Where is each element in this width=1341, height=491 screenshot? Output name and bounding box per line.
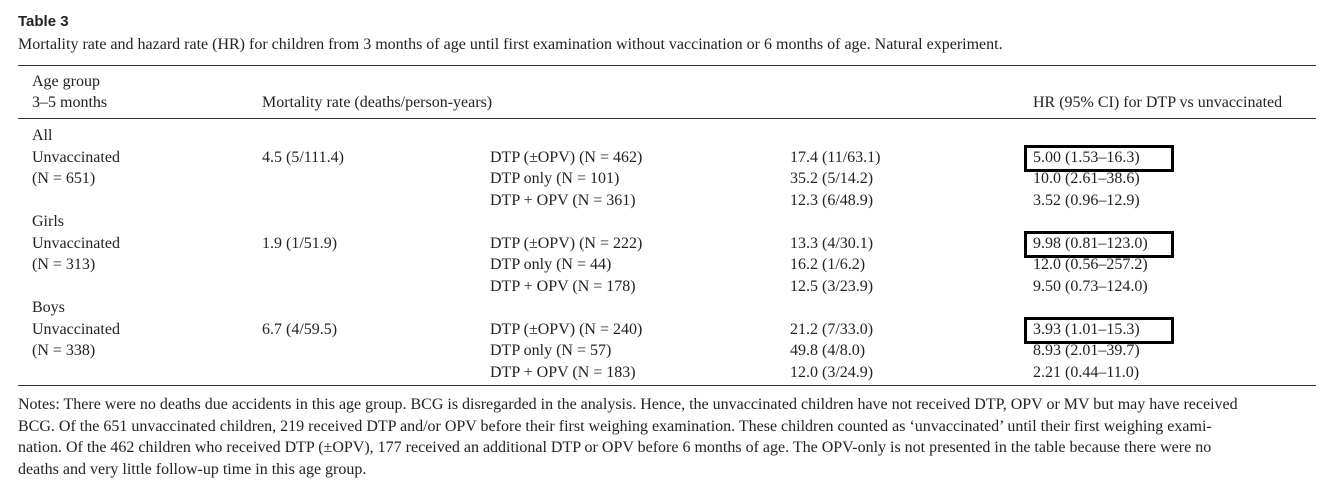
hazard-ratio: 9.98 (0.81–123.0) xyxy=(1033,234,1148,252)
vaccine-group: DTP + OPV (N = 361) xyxy=(490,191,636,209)
vaccine-rate: 12.0 (3/24.9) xyxy=(790,363,874,381)
note-line: Notes: There were no deaths due accident… xyxy=(18,396,1238,413)
vaccine-group: DTP (±OPV) (N = 240) xyxy=(490,320,643,338)
vaccine-rate: 13.3 (4/30.1) xyxy=(790,234,874,252)
vaccine-rate: 12.3 (6/48.9) xyxy=(790,191,874,209)
note-line: BCG. Of the 651 unvaccinated children, 2… xyxy=(18,417,1212,435)
header-rule xyxy=(18,118,1316,119)
mortality-rate: 4.5 (5/111.4) xyxy=(262,148,344,166)
column-header: 3–5 months xyxy=(32,94,108,111)
vaccine-rate: 12.5 (3/23.9) xyxy=(790,277,874,295)
hazard-ratio: 3.93 (1.01–15.3) xyxy=(1033,320,1140,338)
vaccine-group: DTP (±OPV) (N = 222) xyxy=(490,234,643,252)
group-label: Girls xyxy=(32,213,64,230)
group-name: Unvaccinated xyxy=(32,234,120,252)
vaccine-group: DTP + OPV (N = 178) xyxy=(490,277,636,295)
hazard-ratio: 12.0 (0.56–257.2) xyxy=(1033,256,1148,273)
vaccine-group: DTP + OPV (N = 183) xyxy=(490,363,636,381)
highlight-box xyxy=(1024,144,1174,172)
group-n: (N = 338) xyxy=(32,342,96,359)
note-line: deaths and very little follow-up time in… xyxy=(18,460,367,478)
mortality-rate: 1.9 (1/51.9) xyxy=(262,234,338,252)
vaccine-group: DTP only (N = 57) xyxy=(490,342,612,359)
group-label: Boys xyxy=(32,299,65,316)
highlight-box xyxy=(1024,230,1174,258)
highlight-box xyxy=(1024,316,1174,344)
mortality-rate: 6.7 (4/59.5) xyxy=(262,320,338,338)
column-header: Age group xyxy=(32,73,100,90)
table-caption: Mortality rate and hazard rate (HR) for … xyxy=(18,36,1003,53)
group-name: Unvaccinated xyxy=(32,148,120,166)
hazard-ratio: 9.50 (0.73–124.0) xyxy=(1033,277,1148,295)
hazard-ratio: 8.93 (2.01–39.7) xyxy=(1033,342,1140,359)
vaccine-group: DTP (±OPV) (N = 462) xyxy=(490,148,643,166)
column-header: HR (95% CI) for DTP vs unvaccinated xyxy=(1033,94,1283,111)
group-name: Unvaccinated xyxy=(32,320,120,338)
top-rule xyxy=(18,65,1316,66)
vaccine-rate: 17.4 (11/63.1) xyxy=(790,148,881,166)
column-header: Mortality rate (deaths/person-years) xyxy=(262,94,493,111)
group-n: (N = 651) xyxy=(32,170,96,187)
vaccine-rate: 35.2 (5/14.2) xyxy=(790,170,874,187)
hazard-ratio: 10.0 (2.61–38.6) xyxy=(1033,170,1140,187)
group-label: All xyxy=(32,127,53,144)
group-n: (N = 313) xyxy=(32,256,96,273)
table-title: Table 3 xyxy=(18,13,69,30)
vaccine-group: DTP only (N = 101) xyxy=(490,170,620,187)
vaccine-rate: 16.2 (1/6.2) xyxy=(790,256,866,273)
vaccine-rate: 49.8 (4/8.0) xyxy=(790,342,866,359)
hazard-ratio: 3.52 (0.96–12.9) xyxy=(1033,191,1140,209)
hazard-ratio: 2.21 (0.44–11.0) xyxy=(1033,363,1140,381)
vaccine-rate: 21.2 (7/33.0) xyxy=(790,320,874,338)
hazard-ratio: 5.00 (1.53–16.3) xyxy=(1033,148,1140,166)
bottom-rule xyxy=(18,385,1316,386)
note-line: nation. Of the 462 children who received… xyxy=(18,439,1212,456)
vaccine-group: DTP only (N = 44) xyxy=(490,256,612,273)
